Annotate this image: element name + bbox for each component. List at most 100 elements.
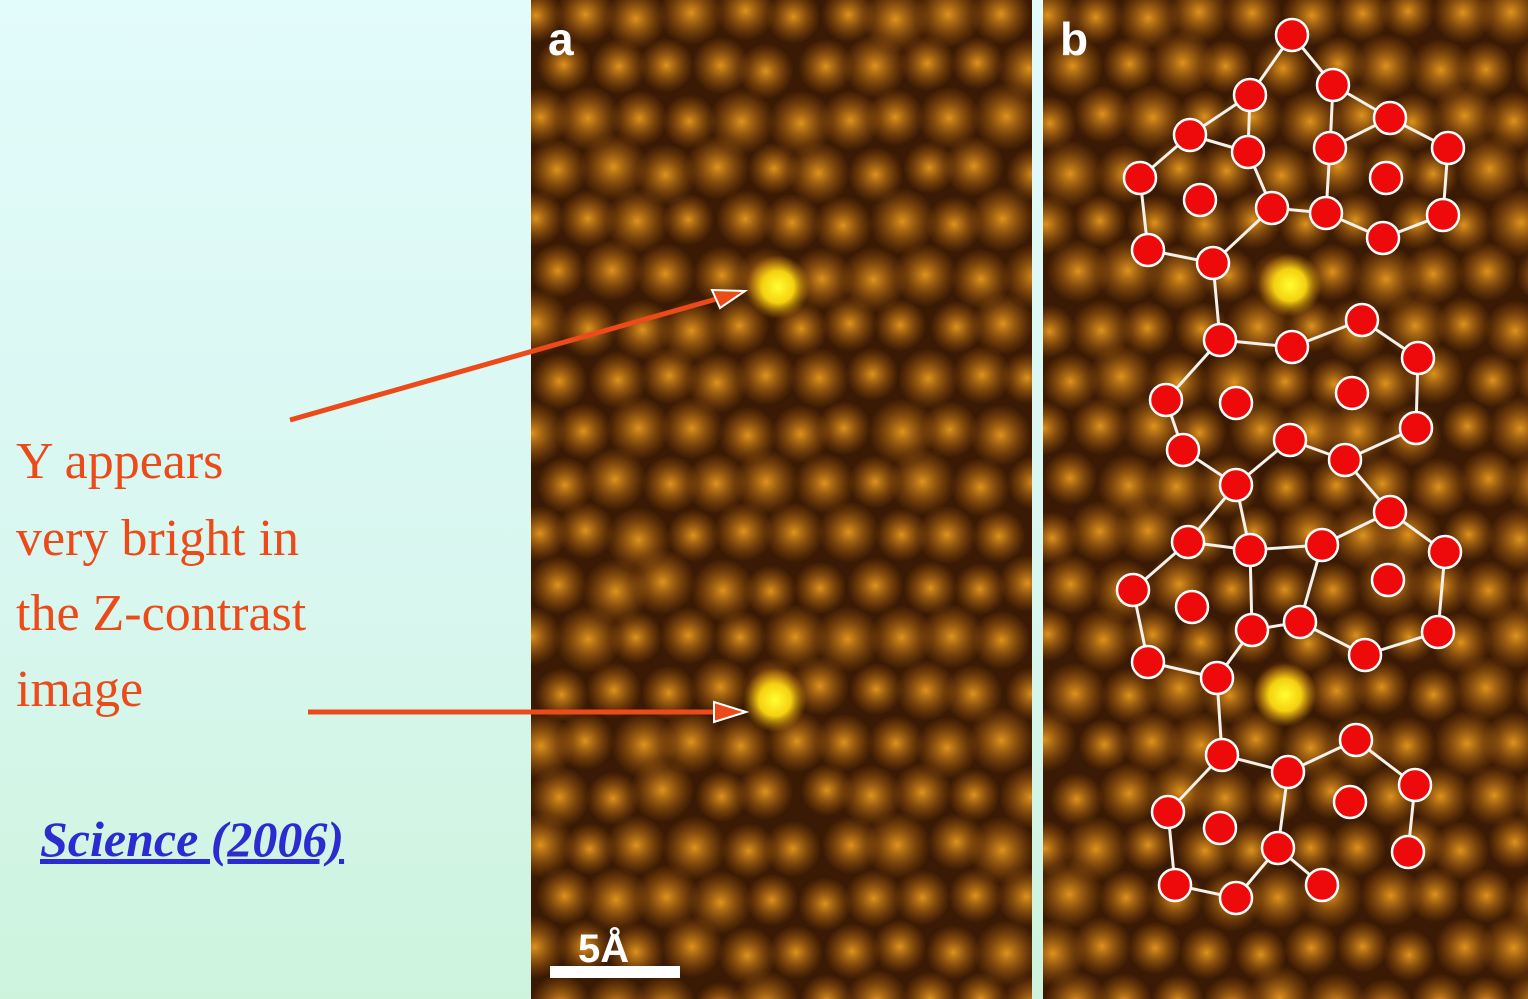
atom-column [1103,37,1157,91]
atom-marker [1402,342,1434,374]
atom-marker [1336,377,1368,409]
atom-column [813,196,872,255]
atom-column [1383,929,1435,981]
atom-column [660,607,717,664]
atom-column [972,611,1031,670]
atom-column [815,713,873,771]
atom-marker [1310,197,1342,229]
atom-marker [1429,536,1461,568]
atom-marker [1197,247,1229,279]
atom-column [764,502,824,562]
atom-marker [1422,616,1454,648]
atom-column [970,186,1036,252]
atom-column [968,707,1035,774]
atom-marker [1132,646,1164,678]
atom-marker [1306,869,1338,901]
atom-column [817,401,871,455]
atom-column [889,448,956,515]
atom-column [1043,451,1098,506]
atom-marker [1201,662,1233,694]
atom-column [1436,296,1492,352]
atom-column [661,397,723,459]
atom-column [1284,920,1339,975]
atom-column [850,663,902,715]
atom-column [951,37,1004,90]
atom-column [662,194,714,246]
atom-column [1040,554,1100,614]
atom-column [556,712,614,770]
atom-column [685,135,750,200]
atom-marker [1284,606,1316,638]
atom-marker [1220,469,1252,501]
y-atom [1258,253,1322,317]
atom-marker [1427,199,1459,231]
atom-marker [1334,786,1366,818]
atom-column [764,820,821,877]
panel-label: b [1060,13,1088,65]
atom-marker [1314,132,1346,164]
atom-marker [1372,564,1404,596]
atom-marker [1206,739,1238,771]
atom-column [818,501,879,562]
y-atom [746,255,810,319]
atom-column [874,299,926,351]
atom-marker [1272,756,1304,788]
atom-column [502,289,570,357]
atom-marker [1306,529,1338,561]
atom-column [798,877,852,931]
atom-marker [1370,162,1402,194]
atom-marker [1346,304,1378,336]
atom-column [508,190,564,246]
atom-column [769,925,823,979]
atom-marker [1184,184,1216,216]
atom-marker [1150,384,1182,416]
atom-column [1180,926,1234,980]
atom-column [1129,921,1182,974]
atom-column [1072,916,1132,976]
atom-marker [1262,832,1294,864]
atom-column [1407,867,1462,922]
atom-marker [1392,836,1424,868]
atom-column [894,870,950,926]
atom-column [789,348,849,408]
atom-marker [1176,591,1208,623]
atom-column [583,448,646,511]
atom-marker [1399,769,1431,801]
atom-column [713,610,767,664]
slide: Y appears very bright in the Z-contrast … [0,0,1528,999]
atom-marker [1374,496,1406,528]
atom-marker [1340,724,1372,756]
atom-marker [1367,222,1399,254]
atom-column [864,812,931,879]
atom-marker [1172,526,1204,558]
atom-marker [1276,19,1308,51]
atom-marker [1167,434,1199,466]
atom-column [639,38,693,92]
atom-marker [1174,119,1206,151]
atom-column [845,869,903,927]
atom-column [873,920,927,974]
atom-column [528,556,587,615]
atom-marker [1317,69,1349,101]
atom-marker [1220,882,1252,914]
atom-marker [1234,534,1266,566]
atom-marker [1236,614,1268,646]
atom-column [736,346,796,406]
atom-column [581,239,643,301]
atom-column [630,758,694,822]
atom-column [763,193,822,252]
atom-column [1458,242,1518,302]
atom-column [868,715,924,771]
atom-column [502,607,562,667]
scale-label: 5Å [578,926,629,971]
atom-column [847,557,904,614]
atom-marker [1117,574,1149,606]
atom-marker [1432,132,1464,164]
atom-column [948,769,1000,821]
atom-marker [1256,192,1288,224]
atom-column [894,243,957,306]
atom-column [635,243,696,304]
atom-column [630,549,695,614]
atom-marker [1124,162,1156,194]
atom-marker [1152,796,1184,828]
